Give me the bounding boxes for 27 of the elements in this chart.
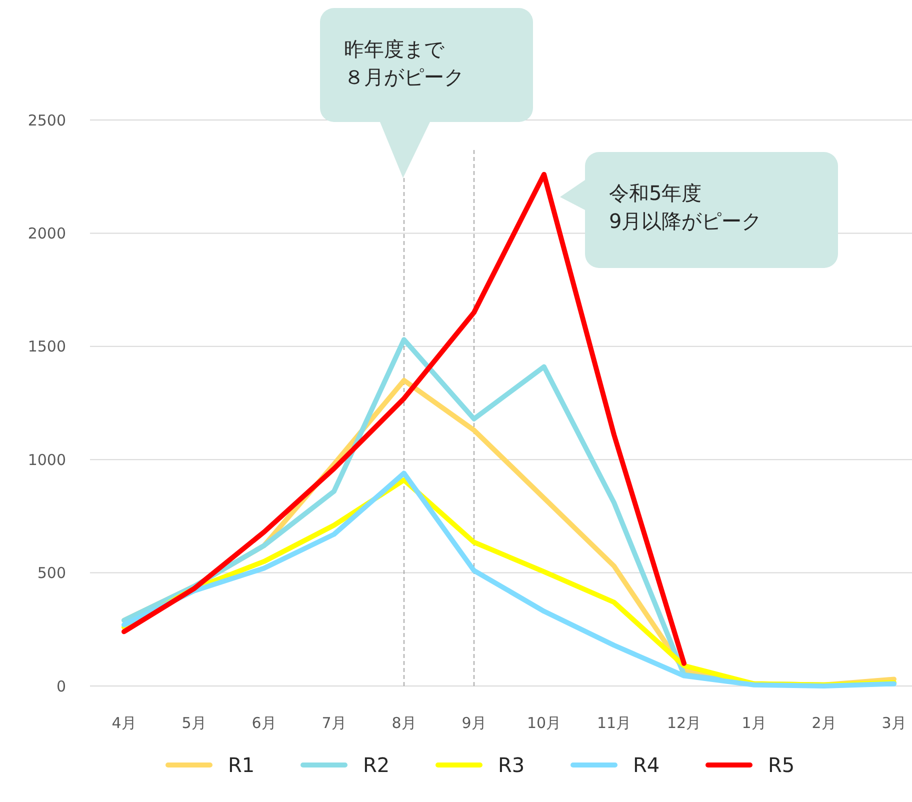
x-tick-label: 10月	[526, 714, 562, 732]
x-tick-label: 7月	[322, 714, 346, 732]
y-tick-label: 0	[56, 677, 66, 696]
y-tick-label: 500	[37, 564, 66, 582]
x-tick-label: 3月	[882, 714, 906, 732]
annotation: 令和5年度	[609, 181, 702, 205]
text: 昨年度まで	[344, 37, 445, 61]
x-tick-label: 11月	[596, 714, 632, 732]
x-tick-label: 8月	[392, 714, 416, 732]
legend-label: R3	[498, 753, 525, 777]
legend-label: R5	[768, 753, 795, 777]
x-tick-label: 12月	[666, 714, 702, 732]
y-tick-label: 2500	[28, 111, 66, 130]
x-tick-label: 4月	[112, 714, 136, 732]
x-tick-label: 2月	[812, 714, 836, 732]
x-tick-label: 6月	[252, 714, 276, 732]
text: ８月がピーク	[344, 65, 464, 89]
y-tick-label: 1500	[28, 338, 66, 356]
x-tick-label: 5月	[182, 714, 206, 732]
x-tick-label: 1月	[742, 714, 766, 732]
legend-label: R4	[633, 753, 660, 777]
legend-label: R1	[228, 753, 255, 777]
annotation: 9月以降がピーク	[609, 209, 762, 233]
y-tick-label: 2000	[28, 224, 66, 242]
y-tick-label: 1000	[28, 450, 66, 469]
legend-label: R2	[363, 753, 390, 777]
x-tick-label: 9月	[462, 714, 486, 732]
